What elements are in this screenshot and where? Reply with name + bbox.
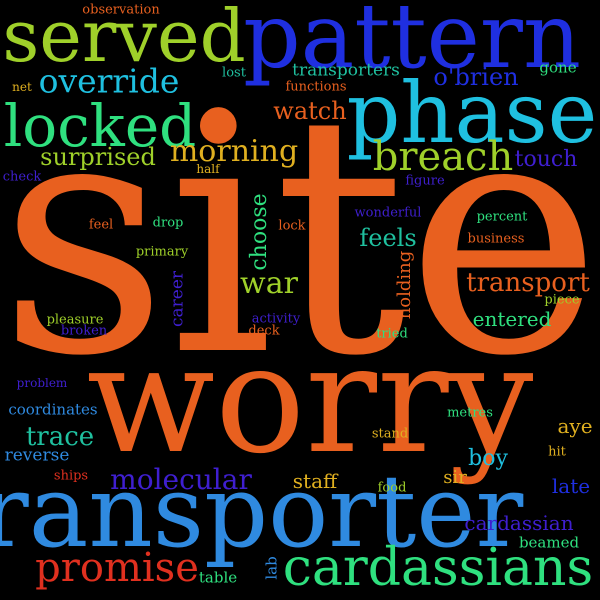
word-lost: lost <box>222 65 246 81</box>
word-override: override <box>38 61 180 101</box>
word-obrien: o'brien <box>433 63 519 91</box>
word-worry: worry <box>86 313 534 487</box>
word-late: late <box>551 474 591 498</box>
word-trace: trace <box>25 422 95 452</box>
word-net: net <box>12 80 32 94</box>
word-holding: holding <box>394 250 415 320</box>
word-ships: ships <box>53 468 89 484</box>
word-piece: piece <box>544 292 580 308</box>
word-entered: entered <box>472 307 552 331</box>
word-beamed: beamed <box>518 533 580 552</box>
word-staff: staff <box>292 469 338 493</box>
word-feel: feel <box>88 217 114 233</box>
word-transporter: transporter <box>0 453 524 570</box>
word-morning: morning <box>169 134 299 169</box>
word-breach: breach <box>372 134 514 180</box>
word-wonderful: wonderful <box>354 205 422 221</box>
word-choose: choose <box>247 193 272 271</box>
word-cardassian: cardassian <box>464 511 574 535</box>
word-functions: functions <box>285 79 347 95</box>
word-primary: primary <box>135 244 189 260</box>
word-surprised: surprised <box>40 143 156 171</box>
word-metres: metres <box>447 405 493 421</box>
word-touch: touch <box>514 147 578 172</box>
word-war: war <box>240 266 298 301</box>
word-check: check <box>2 169 42 185</box>
word-feels: feels <box>359 224 417 252</box>
word-watch: watch <box>273 97 347 125</box>
word-transport: transport <box>466 268 590 298</box>
word-drop: drop <box>152 215 184 231</box>
word-activity: activity <box>251 311 301 327</box>
word-cardassians: cardassians <box>282 538 594 598</box>
word-transporters: transporters <box>292 60 400 81</box>
word-deck: deck <box>248 323 280 339</box>
word-coordinates: coordinates <box>8 400 98 419</box>
word-career: career <box>167 270 188 328</box>
word-table: table <box>198 568 238 587</box>
word-broken: broken <box>60 323 108 339</box>
word-food: food <box>377 480 407 496</box>
word-problem: problem <box>16 376 68 390</box>
word-observation: observation <box>82 2 160 18</box>
word-lab: lab <box>262 556 281 580</box>
word-stand: stand <box>371 426 409 442</box>
word-molecular: molecular <box>110 463 252 496</box>
word-half: half <box>196 162 220 176</box>
word-gone: gone <box>539 58 577 77</box>
word-site: site <box>0 44 600 428</box>
word-reverse: reverse <box>4 445 70 466</box>
word-boy: boy <box>468 446 508 471</box>
word-tried: tried <box>376 326 408 342</box>
word-lock: lock <box>278 218 306 234</box>
word-pattern: pattern <box>243 0 581 89</box>
word-locked: locked <box>3 92 197 160</box>
word-phase: phase <box>346 64 598 162</box>
word-promise: promise <box>35 545 199 591</box>
word-percent: percent <box>476 209 528 225</box>
word-business: business <box>467 231 525 247</box>
word-figure: figure <box>405 173 445 189</box>
word-aye: aye <box>557 414 593 438</box>
word-served: served <box>2 0 246 78</box>
word-sir: sir <box>443 467 467 488</box>
word-hit: hit <box>548 444 566 460</box>
word-pleasure: pleasure <box>46 312 104 328</box>
